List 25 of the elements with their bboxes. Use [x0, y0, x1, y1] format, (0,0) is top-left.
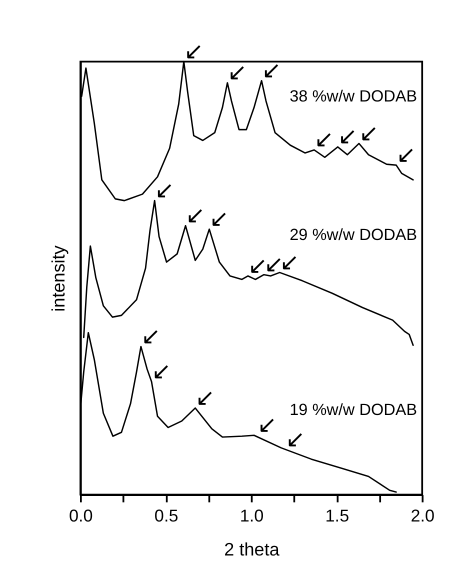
series-label: 38 %w/w DODAB	[290, 87, 418, 106]
x-tick-label: 1.0	[240, 505, 264, 526]
annotation: ↙	[209, 204, 229, 232]
x-axis-title: 2 theta	[224, 540, 280, 560]
annotation: ↙	[338, 122, 358, 150]
x-tick-label: 0.0	[68, 505, 93, 526]
annotation: ↙	[285, 424, 306, 453]
annotation: ↙	[227, 58, 248, 86]
x-tick-label: 0.5	[154, 505, 178, 526]
annotation: ↙	[257, 410, 277, 439]
x-tick-label: 2.0	[410, 505, 435, 526]
annotation: ↙	[152, 356, 172, 385]
annotation: ↙	[186, 201, 206, 230]
series-label: 19 %w/w DODAB	[290, 400, 418, 419]
series-label: 29 %w/w DODAB	[290, 226, 418, 244]
x-tick-label: 1.5	[325, 505, 350, 526]
annotation: ↙	[184, 36, 204, 65]
annotation: ↙	[140, 322, 161, 350]
y-axis-title: intensity	[48, 245, 69, 312]
annotation: ↙	[314, 125, 334, 154]
annotation: ↙	[154, 176, 174, 204]
annotation: ↙	[262, 56, 282, 84]
annotation: ↙	[195, 383, 215, 412]
annotation: ↙	[396, 140, 416, 168]
annotation: ↙	[358, 118, 379, 147]
